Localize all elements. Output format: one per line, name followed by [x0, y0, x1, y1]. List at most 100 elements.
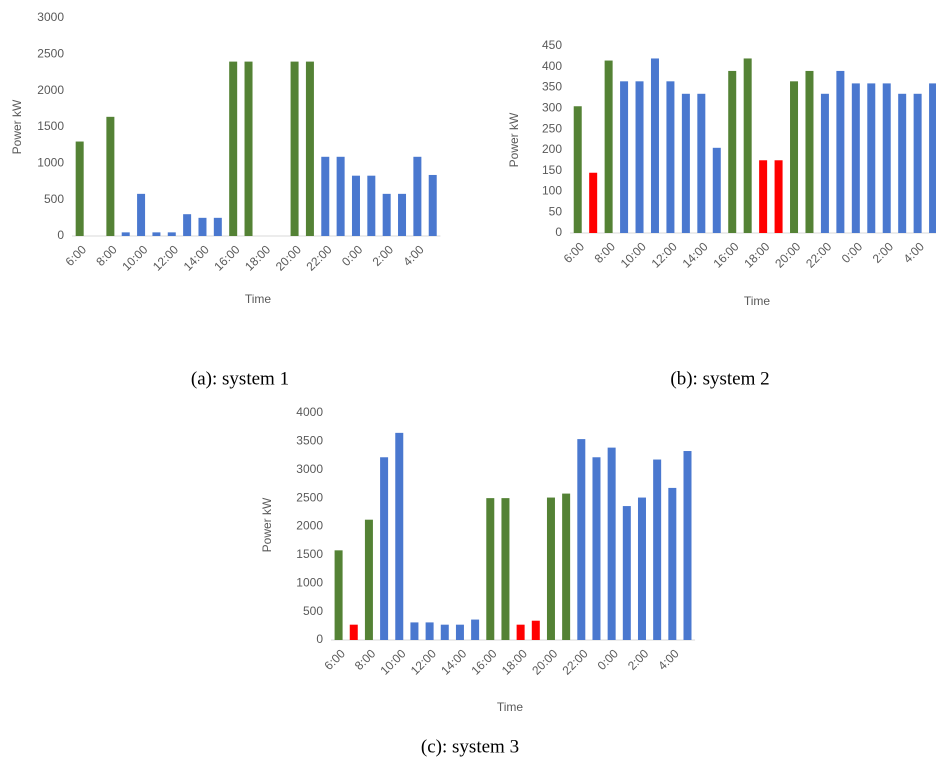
x-tick-label: 18:00 [499, 646, 530, 677]
x-tick-label: 16:00 [211, 242, 242, 273]
caption: (a): system 1 [191, 368, 289, 389]
bar [836, 70, 845, 233]
bar [898, 93, 907, 234]
x-tick-label: 2:00 [370, 242, 397, 269]
x-tick-label: 4:00 [400, 242, 427, 269]
bar [398, 193, 407, 236]
y-tick-label: 2000 [296, 519, 323, 533]
caption: (c): system 3 [421, 736, 519, 757]
y-tick-label: 1000 [37, 156, 64, 170]
bar [395, 432, 404, 640]
bar [229, 61, 238, 236]
caption: (b): system 2 [670, 368, 769, 389]
x-tick-label: 10:00 [119, 242, 150, 273]
y-tick-label: 1500 [37, 119, 64, 133]
y-tick-label: 450 [542, 38, 562, 52]
x-tick-label: 10:00 [618, 239, 649, 270]
bar [681, 93, 690, 234]
bar [622, 506, 631, 640]
bar [305, 61, 314, 236]
bar [592, 457, 601, 640]
x-tick-label: 22:00 [803, 239, 834, 270]
x-tick-label: 4:00 [655, 646, 682, 673]
x-tick-label: 8:00 [592, 239, 619, 266]
bar [290, 61, 299, 236]
y-tick-label: 500 [44, 192, 64, 206]
y-tick-label: 50 [549, 204, 563, 218]
bar [668, 487, 677, 640]
y-tick-label: 1000 [296, 575, 323, 589]
y-tick-label: 2500 [37, 47, 64, 61]
y-tick-label: 3000 [296, 462, 323, 476]
y-axis-label: Power kW [507, 112, 521, 167]
bar [728, 70, 737, 233]
bar [334, 550, 343, 640]
bar [683, 451, 692, 640]
bar [183, 214, 192, 236]
bar [851, 83, 860, 234]
bar [367, 175, 376, 236]
y-axis-label: Power kW [10, 99, 24, 154]
bar [198, 217, 207, 236]
bar [604, 60, 613, 233]
y-tick-label: 0 [57, 228, 64, 242]
y-tick-label: 150 [542, 163, 562, 177]
y-tick-label: 3000 [37, 10, 64, 24]
x-tick-label: 20:00 [273, 242, 304, 273]
x-tick-label: 2:00 [625, 646, 652, 673]
bar [351, 175, 360, 236]
x-tick-label: 0:00 [839, 239, 866, 266]
bar [820, 93, 829, 234]
bar [121, 232, 130, 236]
bar [486, 498, 495, 640]
y-tick-label: 0 [555, 225, 562, 239]
y-tick-label: 200 [542, 142, 562, 156]
bar [589, 172, 598, 233]
y-tick-label: 350 [542, 80, 562, 94]
x-tick-label: 2:00 [870, 239, 897, 266]
x-tick-label: 6:00 [561, 239, 588, 266]
bar [428, 174, 437, 236]
bar [410, 622, 419, 640]
bar [759, 160, 768, 233]
bar [666, 81, 675, 233]
bar [882, 83, 891, 234]
x-tick-label: 8:00 [352, 646, 379, 673]
x-tick-label: 14:00 [181, 242, 212, 273]
bar [929, 83, 936, 234]
x-tick-label: 20:00 [529, 646, 560, 677]
bar [774, 160, 783, 233]
y-tick-label: 0 [316, 632, 323, 646]
y-tick-label: 400 [542, 59, 562, 73]
bar [413, 156, 422, 236]
bar [244, 61, 253, 236]
bar [321, 156, 330, 236]
y-tick-label: 500 [303, 604, 323, 618]
y-tick-label: 2000 [37, 83, 64, 97]
bar [635, 81, 644, 233]
x-tick-label: 14:00 [438, 646, 469, 677]
bar [213, 217, 222, 236]
bar [867, 83, 876, 234]
bar [75, 141, 84, 236]
bar [106, 116, 115, 236]
bar [382, 193, 391, 236]
bar [637, 497, 646, 640]
bar [516, 624, 525, 640]
x-tick-label: 8:00 [93, 242, 120, 269]
x-tick-label: 22:00 [560, 646, 591, 677]
bar [440, 624, 449, 640]
x-tick-label: 12:00 [150, 242, 181, 273]
bar [455, 624, 464, 640]
x-tick-label: 20:00 [772, 239, 803, 270]
bar [562, 493, 571, 640]
bar [712, 147, 721, 233]
y-tick-label: 4000 [296, 405, 323, 419]
x-tick-label: 14:00 [680, 239, 711, 270]
bar [349, 624, 358, 640]
y-tick-label: 100 [542, 184, 562, 198]
bar [501, 498, 510, 640]
x-tick-label: 6:00 [322, 646, 349, 673]
x-tick-label: 18:00 [242, 242, 273, 273]
y-tick-label: 2500 [296, 490, 323, 504]
